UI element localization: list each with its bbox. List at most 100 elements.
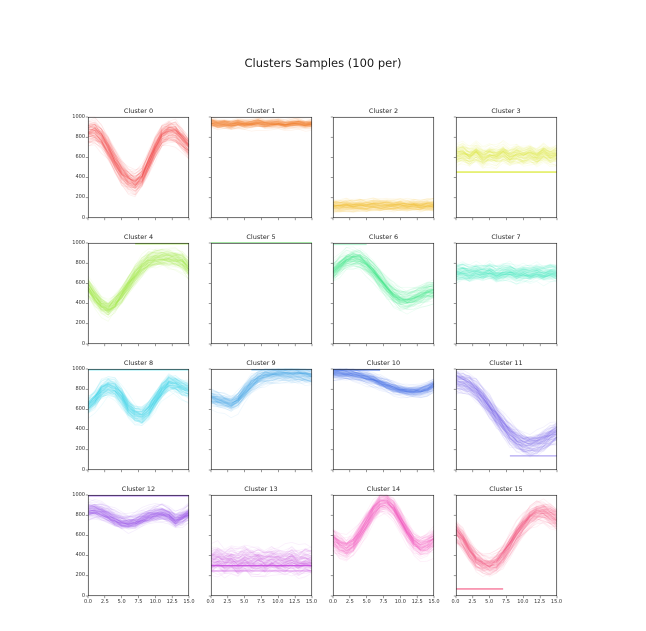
- subplot-canvas: 0 200 400 600 800 1000: [72, 114, 190, 221]
- y-tick-label: 1000: [72, 365, 85, 372]
- subplot-cluster-1: Cluster 1: [208, 106, 312, 221]
- y-tick-label: 0: [81, 592, 85, 599]
- y-tick-label: 0: [81, 466, 85, 473]
- x-tick-label: 5.0: [117, 599, 126, 605]
- subplot-cluster-4: Cluster 4 0 200 400 600 800 1000: [72, 232, 190, 347]
- x-tick-label: 10.0: [394, 599, 406, 605]
- x-tick-label: 5.0: [240, 599, 249, 605]
- x-tick-label: 15.0: [428, 599, 440, 605]
- subplot-canvas: [453, 116, 557, 221]
- x-tick-label: 2.5: [223, 599, 232, 605]
- x-tick-label: 7.5: [134, 599, 143, 605]
- y-tick-label: 400: [75, 300, 85, 307]
- x-tick-label: 7.5: [379, 599, 388, 605]
- subplot-cluster-8: Cluster 8 0 200 400 600 800 1000: [72, 358, 190, 473]
- subplot-title: Cluster 2: [368, 107, 399, 115]
- subplot-canvas: [330, 116, 435, 221]
- subplot-canvas: [208, 116, 312, 221]
- y-tick-label: 400: [75, 174, 85, 181]
- x-tick-label: 0.0: [206, 599, 215, 605]
- y-tick-label: 1000: [72, 239, 85, 246]
- subplot-canvas: [330, 368, 435, 473]
- y-tick-label: 1000: [72, 491, 85, 498]
- x-tick-label: 0.0: [329, 599, 337, 605]
- x-tick-label: 15.0: [305, 599, 318, 605]
- x-tick-label: 5.0: [362, 599, 371, 605]
- subplot-cluster-15: Cluster 15 0.0 2.5 5.0 7.5 10.0 12.5 15.0: [452, 484, 563, 605]
- subplot-title: Cluster 11: [489, 359, 523, 367]
- subplot-cluster-7: Cluster 7: [453, 232, 557, 347]
- subplot-title: Cluster 12: [121, 485, 156, 493]
- y-tick-label: 800: [75, 259, 85, 266]
- x-tick-label: 2.5: [100, 599, 109, 605]
- subplot-canvas: [453, 242, 557, 347]
- y-tick-label: 800: [75, 511, 85, 518]
- x-tick-label: 12.5: [534, 599, 546, 605]
- y-tick-label: 600: [75, 153, 85, 160]
- x-tick-label: 2.5: [468, 599, 477, 605]
- subplot-cluster-5: Cluster 5: [208, 232, 312, 347]
- subplot-cluster-11: Cluster 11: [453, 358, 557, 473]
- x-tick-label: 7.5: [502, 599, 510, 605]
- subplot-title: Cluster 3: [491, 107, 521, 115]
- y-tick-label: 400: [75, 552, 85, 559]
- subplot-canvas: 0 200 400 600 800 1000: [72, 240, 190, 347]
- y-tick-label: 1000: [72, 113, 85, 120]
- x-tick-label: 12.5: [289, 599, 301, 605]
- subplot-title: Cluster 6: [368, 233, 399, 241]
- subplot-title: Cluster 13: [244, 485, 278, 493]
- subplot-canvas: 0.0 2.5 5.0 7.5 10.0 12.5 15.0: [452, 494, 562, 605]
- subplot-canvas: [208, 242, 312, 347]
- y-tick-label: 200: [75, 320, 85, 327]
- x-tick-label: 15.0: [550, 599, 563, 605]
- y-tick-label: 600: [75, 279, 85, 286]
- x-tick-label: 12.5: [411, 599, 423, 605]
- subplot-cluster-12: Cluster 12 0 200 400 600 800 1000 0.0 2.5 5.0 7.5 1…: [72, 484, 194, 605]
- y-tick-label: 200: [75, 194, 85, 201]
- y-tick-label: 600: [75, 531, 85, 538]
- subplot-title: Cluster 5: [246, 233, 276, 241]
- y-tick-label: 200: [75, 572, 85, 579]
- subplot-cluster-0: Cluster 0 0 200 400 600 800 1000: [72, 106, 190, 221]
- subplot-cluster-10: Cluster 10: [330, 358, 435, 473]
- subplot-canvas: 0.0 2.5 5.0 7.5 10.0 12.5 15.0: [329, 494, 440, 605]
- subplot-title: Cluster 4: [123, 233, 154, 241]
- y-tick-label: 0: [81, 214, 85, 221]
- subplot-canvas: [330, 242, 435, 347]
- x-tick-label: 2.5: [345, 599, 354, 605]
- figure-title: Clusters Samples (100 per): [244, 56, 402, 70]
- subplot-cluster-14: Cluster 14 0.0 2.5 5.0 7.5 10.0 12.5 15.0: [329, 484, 440, 605]
- x-tick-label: 7.5: [257, 599, 265, 605]
- y-tick-label: 800: [75, 385, 85, 392]
- x-tick-label: 5.0: [485, 599, 494, 605]
- subplot-title: Cluster 0: [123, 107, 154, 115]
- x-tick-label: 10.0: [149, 599, 161, 605]
- subplot-canvas: [208, 368, 312, 473]
- subplot-cluster-2: Cluster 2: [330, 106, 435, 221]
- x-tick-label: 10.0: [272, 599, 284, 605]
- subplot-title: Cluster 15: [489, 485, 523, 493]
- x-tick-label: 12.5: [166, 599, 178, 605]
- subplot-canvas: 0.0 2.5 5.0 7.5 10.0 12.5 15.0: [207, 494, 317, 605]
- x-tick-label: 15.0: [183, 599, 195, 605]
- subplot-title: Cluster 8: [123, 359, 154, 367]
- subplot-cluster-6: Cluster 6: [330, 232, 435, 347]
- subplot-canvas: 0 200 400 600 800 1000 0.0 2.5 5.0 7.5 10.0 12.5 15.…: [72, 492, 194, 605]
- y-tick-label: 400: [75, 426, 85, 433]
- subplot-title: Cluster 1: [246, 107, 276, 115]
- subplot-cluster-9: Cluster 9: [208, 358, 312, 473]
- x-tick-label: 0.0: [451, 599, 460, 605]
- subplot-title: Cluster 14: [366, 485, 401, 493]
- subplot-canvas: [453, 368, 557, 473]
- subplot-title: Cluster 9: [246, 359, 276, 367]
- subplot-grid: Cluster 0 0 200 400 600 800 1000 Cluster 1 Clust…: [72, 106, 563, 605]
- y-tick-label: 0: [81, 340, 85, 347]
- subplot-title: Cluster 10: [366, 359, 401, 367]
- y-tick-label: 800: [75, 133, 85, 140]
- subplot-title: Cluster 7: [491, 233, 521, 241]
- subplot-canvas: 0 200 400 600 800 1000: [72, 366, 190, 473]
- x-tick-label: 10.0: [517, 599, 529, 605]
- x-tick-label: 0.0: [84, 599, 92, 605]
- y-tick-label: 200: [75, 446, 85, 453]
